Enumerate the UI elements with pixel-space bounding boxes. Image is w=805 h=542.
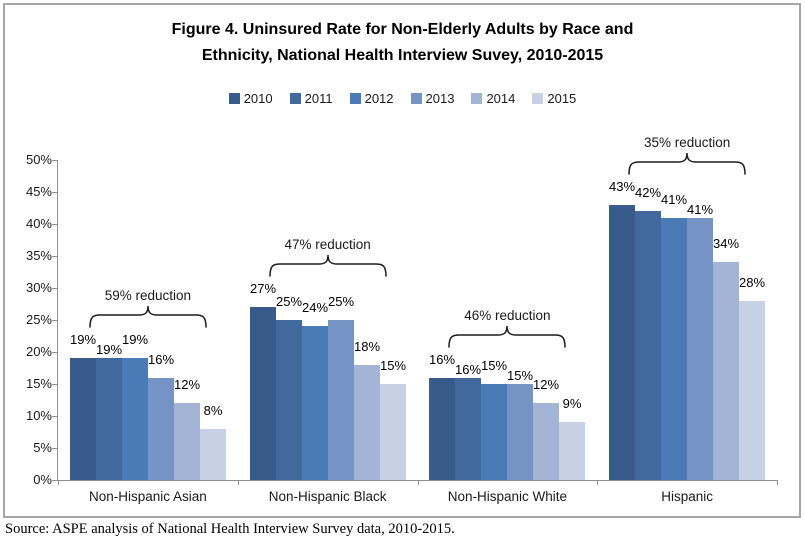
legend-swatch-icon [349,93,361,104]
legend-label: 2011 [304,91,333,106]
chart-frame [3,3,801,518]
chart-title-line2: Ethnicity, National Health Interview Suv… [201,47,604,64]
legend-label: 2012 [364,91,394,106]
legend-swatch-icon [289,93,301,104]
legend-item-2011: 2011 [289,91,333,106]
legend-item-2013: 2013 [410,91,455,106]
legend-label: 2010 [243,91,273,106]
legend-item-2014: 2014 [471,91,515,106]
legend-swatch-icon [410,93,422,104]
chart-title-line1: Figure 4. Uninsured Rate for Non-Elderly… [171,21,634,38]
legend-label: 2013 [425,91,455,106]
legend: 2010 2011 2012 2013 2014 2015 [0,91,805,106]
legend-item-2012: 2012 [349,91,394,106]
chart-title: Figure 4. Uninsured Rate for Non-Elderly… [0,17,805,69]
legend-label: 2015 [547,91,577,106]
legend-label: 2014 [486,91,516,106]
legend-item-2010: 2010 [228,91,273,106]
legend-swatch-icon [228,93,240,104]
legend-swatch-icon [471,93,483,104]
legend-swatch-icon [532,93,544,104]
source-note: Source: ASPE analysis of National Health… [5,521,455,537]
legend-item-2015: 2015 [532,91,576,106]
